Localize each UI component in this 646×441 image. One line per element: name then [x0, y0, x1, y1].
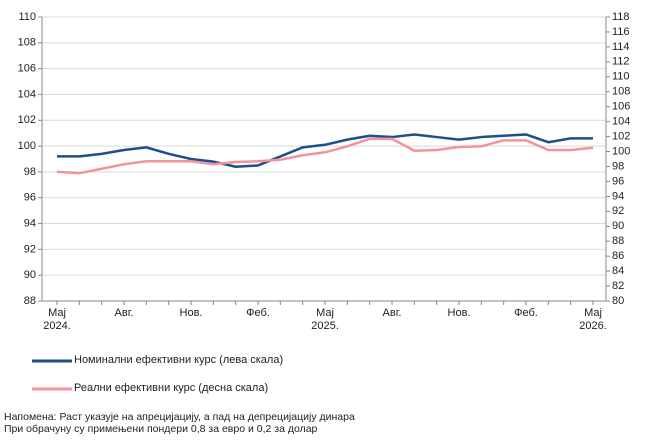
- note: При обрачуну су примењени пондери 0,8 за…: [4, 423, 318, 435]
- y2-tick-label: 104: [612, 116, 630, 128]
- x-tick-label: Феб.: [246, 307, 270, 319]
- y-tick-label: 108: [18, 37, 36, 49]
- y-tick-label: 100: [18, 140, 36, 152]
- y-tick-label: 110: [18, 11, 36, 23]
- y-tick-label: 98: [24, 166, 36, 178]
- y2-tick-label: 100: [612, 145, 630, 157]
- y2-tick-label: 96: [612, 175, 624, 187]
- y2-tick-label: 90: [612, 220, 624, 232]
- y-tick-label: 88: [24, 295, 36, 307]
- y2-tick-label: 98: [612, 160, 624, 172]
- x-tick-label: Нов.: [179, 307, 203, 319]
- y2-tick-label: 94: [612, 190, 624, 202]
- series-line: [57, 133, 593, 168]
- y-tick-label: 102: [18, 114, 36, 126]
- y2-tick-label: 118: [612, 11, 630, 23]
- x-tick-label: Мај 2026.: [579, 307, 607, 332]
- y2-tick-label: 108: [612, 86, 630, 98]
- y2-tick-label: 84: [612, 265, 624, 277]
- series-line: [56, 137, 594, 175]
- x-tick-label: Феб.: [514, 307, 538, 319]
- y2-tick-label: 88: [612, 235, 624, 247]
- y2-tick-label: 92: [612, 205, 624, 217]
- y2-tick-label: 116: [612, 26, 630, 38]
- y2-tick-label: 114: [612, 41, 630, 53]
- x-tick-label: Мај 2025.: [311, 307, 339, 332]
- y2-tick-label: 110: [612, 71, 630, 83]
- y-tick-label: 92: [24, 243, 36, 255]
- y2-tick-label: 102: [612, 130, 630, 142]
- note: Напомена: Раст указује на апрецијацију, …: [4, 411, 355, 423]
- y-tick-label: 94: [24, 217, 36, 229]
- y2-tick-label: 86: [612, 250, 624, 262]
- y-tick-label: 104: [18, 88, 36, 100]
- y-tick-label: 106: [18, 63, 36, 75]
- legend-label: Номинални ефективни курс (лева скала): [74, 354, 284, 366]
- y2-tick-label: 106: [612, 101, 630, 113]
- y2-tick-label: 80: [612, 295, 624, 307]
- x-tick-label: Авг.: [114, 307, 134, 319]
- y-tick-label: 96: [24, 192, 36, 204]
- legend-label: Реални ефективни курс (десна скала): [74, 382, 269, 394]
- y-tick-label: 90: [24, 269, 36, 281]
- y2-tick-label: 112: [612, 56, 630, 68]
- x-tick-label: Мај 2024.: [43, 307, 71, 332]
- y2-tick-label: 82: [612, 280, 624, 292]
- x-tick-label: Авг.: [382, 307, 402, 319]
- x-tick-label: Нов.: [447, 307, 471, 319]
